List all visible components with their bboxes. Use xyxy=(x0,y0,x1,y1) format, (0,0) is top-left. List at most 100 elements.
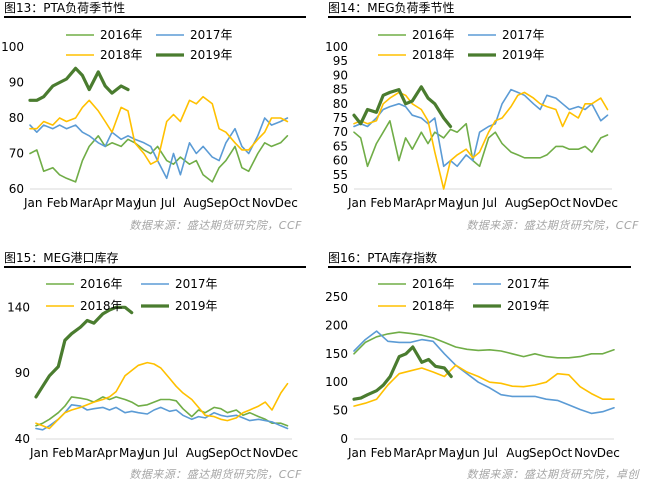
x-tick-label: Sep xyxy=(206,196,229,210)
legend-label: 2019年 xyxy=(190,48,233,62)
x-tick-label: Apr xyxy=(97,446,118,460)
x-tick-label: Dec xyxy=(597,446,620,460)
legend-label: 2019年 xyxy=(175,299,218,313)
x-tick-label: Sep xyxy=(529,446,552,460)
x-tick-label: Oct xyxy=(230,446,251,460)
x-tick-label: Feb xyxy=(52,446,73,460)
legend-label: 2016年 xyxy=(80,277,123,291)
chart-title: 图15：MEG港口库存 xyxy=(4,251,119,265)
x-tick-label: May xyxy=(115,196,140,210)
y-tick-label: 80 xyxy=(333,97,348,111)
x-tick-label: Jun xyxy=(140,446,160,460)
chart-panel-pta-load: 图13：PTA负荷季节性 60 70 80 90 100 Jan Feb Mar Apr May J… xyxy=(0,0,322,243)
y-tick-label: 100 xyxy=(325,375,348,389)
x-tick-label: Aug xyxy=(506,446,529,460)
legend-label: 2017年 xyxy=(507,277,550,291)
y-tick-label: 40 xyxy=(15,432,30,446)
series-line-2016 xyxy=(353,331,615,359)
x-tick-label: Jun xyxy=(460,446,480,460)
x-tick-label: Nov xyxy=(574,446,597,460)
title-rule xyxy=(4,266,306,268)
series-line-2019 xyxy=(34,305,134,399)
y-tick-label: 75 xyxy=(333,111,348,125)
y-tick-label: 90 xyxy=(333,68,348,82)
x-tick-label: Dec xyxy=(275,446,298,460)
y-tick-label: 50 xyxy=(333,182,348,196)
series-line-2019 xyxy=(352,85,453,129)
series-line-2017 xyxy=(35,404,289,431)
y-tick-label: 100 xyxy=(325,40,348,54)
x-tick-label: Jan xyxy=(29,446,49,460)
y-tick-label: 90 xyxy=(9,76,24,90)
title-rule xyxy=(328,16,631,18)
legend-label: 2016年 xyxy=(412,277,455,291)
x-tick-label: Nov xyxy=(253,446,276,460)
source-note: 数据来源：盛达期货研究院，CCF xyxy=(466,219,639,232)
series-line-2018 xyxy=(35,361,289,430)
series-line-2017 xyxy=(353,88,609,168)
chart-title: 图13：PTA负荷季节性 xyxy=(4,1,126,15)
x-tick-label: Feb xyxy=(371,446,392,460)
y-tick-label: 200 xyxy=(325,318,348,332)
series-line-2018 xyxy=(353,91,609,190)
y-tick-label: 85 xyxy=(333,83,348,97)
chart-panel-meg-load: 图14：MEG负荷季节性 50 55 60 65 70 75 80 85 90 95 100 Jan F… xyxy=(322,0,645,243)
legend-label: 2016年 xyxy=(100,28,143,42)
series-line-2016 xyxy=(353,120,609,168)
y-tick-label: 250 xyxy=(325,290,348,304)
y-tick-label: 90 xyxy=(15,366,30,380)
y-tick-label: 95 xyxy=(333,54,348,68)
x-tick-label: Aug xyxy=(505,196,528,210)
x-tick-label: Sep xyxy=(208,446,231,460)
x-tick-label: Mar xyxy=(70,196,93,210)
y-tick-label: 70 xyxy=(333,125,348,139)
x-tick-label: Jan xyxy=(347,446,367,460)
series-line-2018 xyxy=(29,95,289,165)
y-tick-label: 140 xyxy=(7,300,30,314)
x-tick-label: Dec xyxy=(275,196,298,210)
y-tick-label: 55 xyxy=(333,168,348,182)
legend-label: 2017年 xyxy=(502,28,545,42)
y-tick-label: 70 xyxy=(9,147,24,161)
source-note: 数据来源：盛达期货研究院，CCF xyxy=(129,468,302,481)
y-tick-label: 65 xyxy=(333,139,348,153)
chart-panel-meg-port-inventory: 图15：MEG港口库存 40 90 140 Jan Feb Mar Apr May Jun Jul… xyxy=(0,243,322,486)
x-tick-label: May xyxy=(119,446,144,460)
legend-label: 2018年 xyxy=(412,299,455,313)
x-tick-label: Jul xyxy=(160,196,175,210)
y-tick-label: 0 xyxy=(340,432,348,446)
series-line-2019 xyxy=(28,66,130,102)
title-rule xyxy=(328,266,631,268)
x-tick-label: Mar xyxy=(75,446,98,460)
legend-label: 2018年 xyxy=(412,48,455,62)
legend-label: 2017年 xyxy=(190,28,233,42)
legend-label: 2018年 xyxy=(100,48,143,62)
y-tick-label: 80 xyxy=(9,111,24,125)
y-tick-label: 50 xyxy=(333,404,348,418)
x-tick-label: Jul xyxy=(163,446,178,460)
x-tick-label: Jul xyxy=(482,196,497,210)
chart-title: 图14：MEG负荷季节性 xyxy=(328,1,455,15)
y-tick-label: 150 xyxy=(325,347,348,361)
x-tick-label: Apr xyxy=(416,446,437,460)
y-tick-label: 60 xyxy=(9,182,24,196)
x-tick-label: Jan xyxy=(347,196,367,210)
x-tick-label: Nov xyxy=(252,196,275,210)
legend-label: 2019年 xyxy=(502,48,545,62)
x-tick-label: Jun xyxy=(137,196,157,210)
x-tick-label: Oct xyxy=(229,196,250,210)
chart-title: 图16：PTA库存指数 xyxy=(328,251,438,265)
legend-label: 2019年 xyxy=(507,299,550,313)
series-line-2018 xyxy=(353,364,615,407)
x-tick-label: Mar xyxy=(393,196,416,210)
x-tick-label: Mar xyxy=(393,446,416,460)
x-tick-label: Aug xyxy=(186,446,209,460)
title-rule xyxy=(4,16,306,18)
legend-label: 2018年 xyxy=(80,299,123,313)
x-tick-label: Oct xyxy=(550,196,571,210)
x-tick-label: Oct xyxy=(551,446,572,460)
